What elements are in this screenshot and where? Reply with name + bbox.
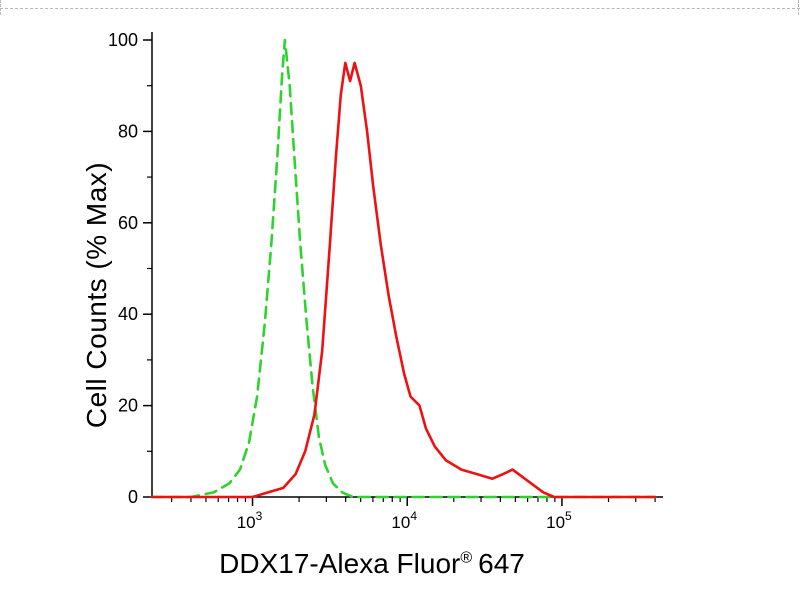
x-axis-title-main: DDX17-Alexa Fluor bbox=[219, 548, 461, 579]
y-tick-label: 80 bbox=[118, 121, 138, 141]
y-tick-label: 60 bbox=[118, 213, 138, 233]
x-tick-label: 103 bbox=[237, 509, 263, 532]
crop-mark-left bbox=[0, 0, 1, 15]
series-ddx17-path bbox=[150, 61, 657, 499]
x-tick-label: 104 bbox=[391, 509, 417, 532]
crop-mark-top-line bbox=[0, 8, 800, 9]
series-control-path bbox=[150, 38, 657, 499]
x-tick-label: 105 bbox=[546, 509, 572, 532]
y-tick-label: 20 bbox=[118, 396, 138, 416]
y-axis-title: Cell Counts (% Max) bbox=[81, 161, 112, 429]
registered-trademark-symbol: ® bbox=[460, 549, 473, 567]
x-axis-title: DDX17-Alexa Fluor® 647 bbox=[219, 548, 525, 580]
y-tick-label: 40 bbox=[118, 304, 138, 324]
crop-mark-right bbox=[798, 0, 799, 15]
y-tick-label: 100 bbox=[108, 30, 138, 50]
x-axis-title-number: 647 bbox=[478, 548, 525, 579]
y-tick-label: 0 bbox=[128, 487, 138, 507]
